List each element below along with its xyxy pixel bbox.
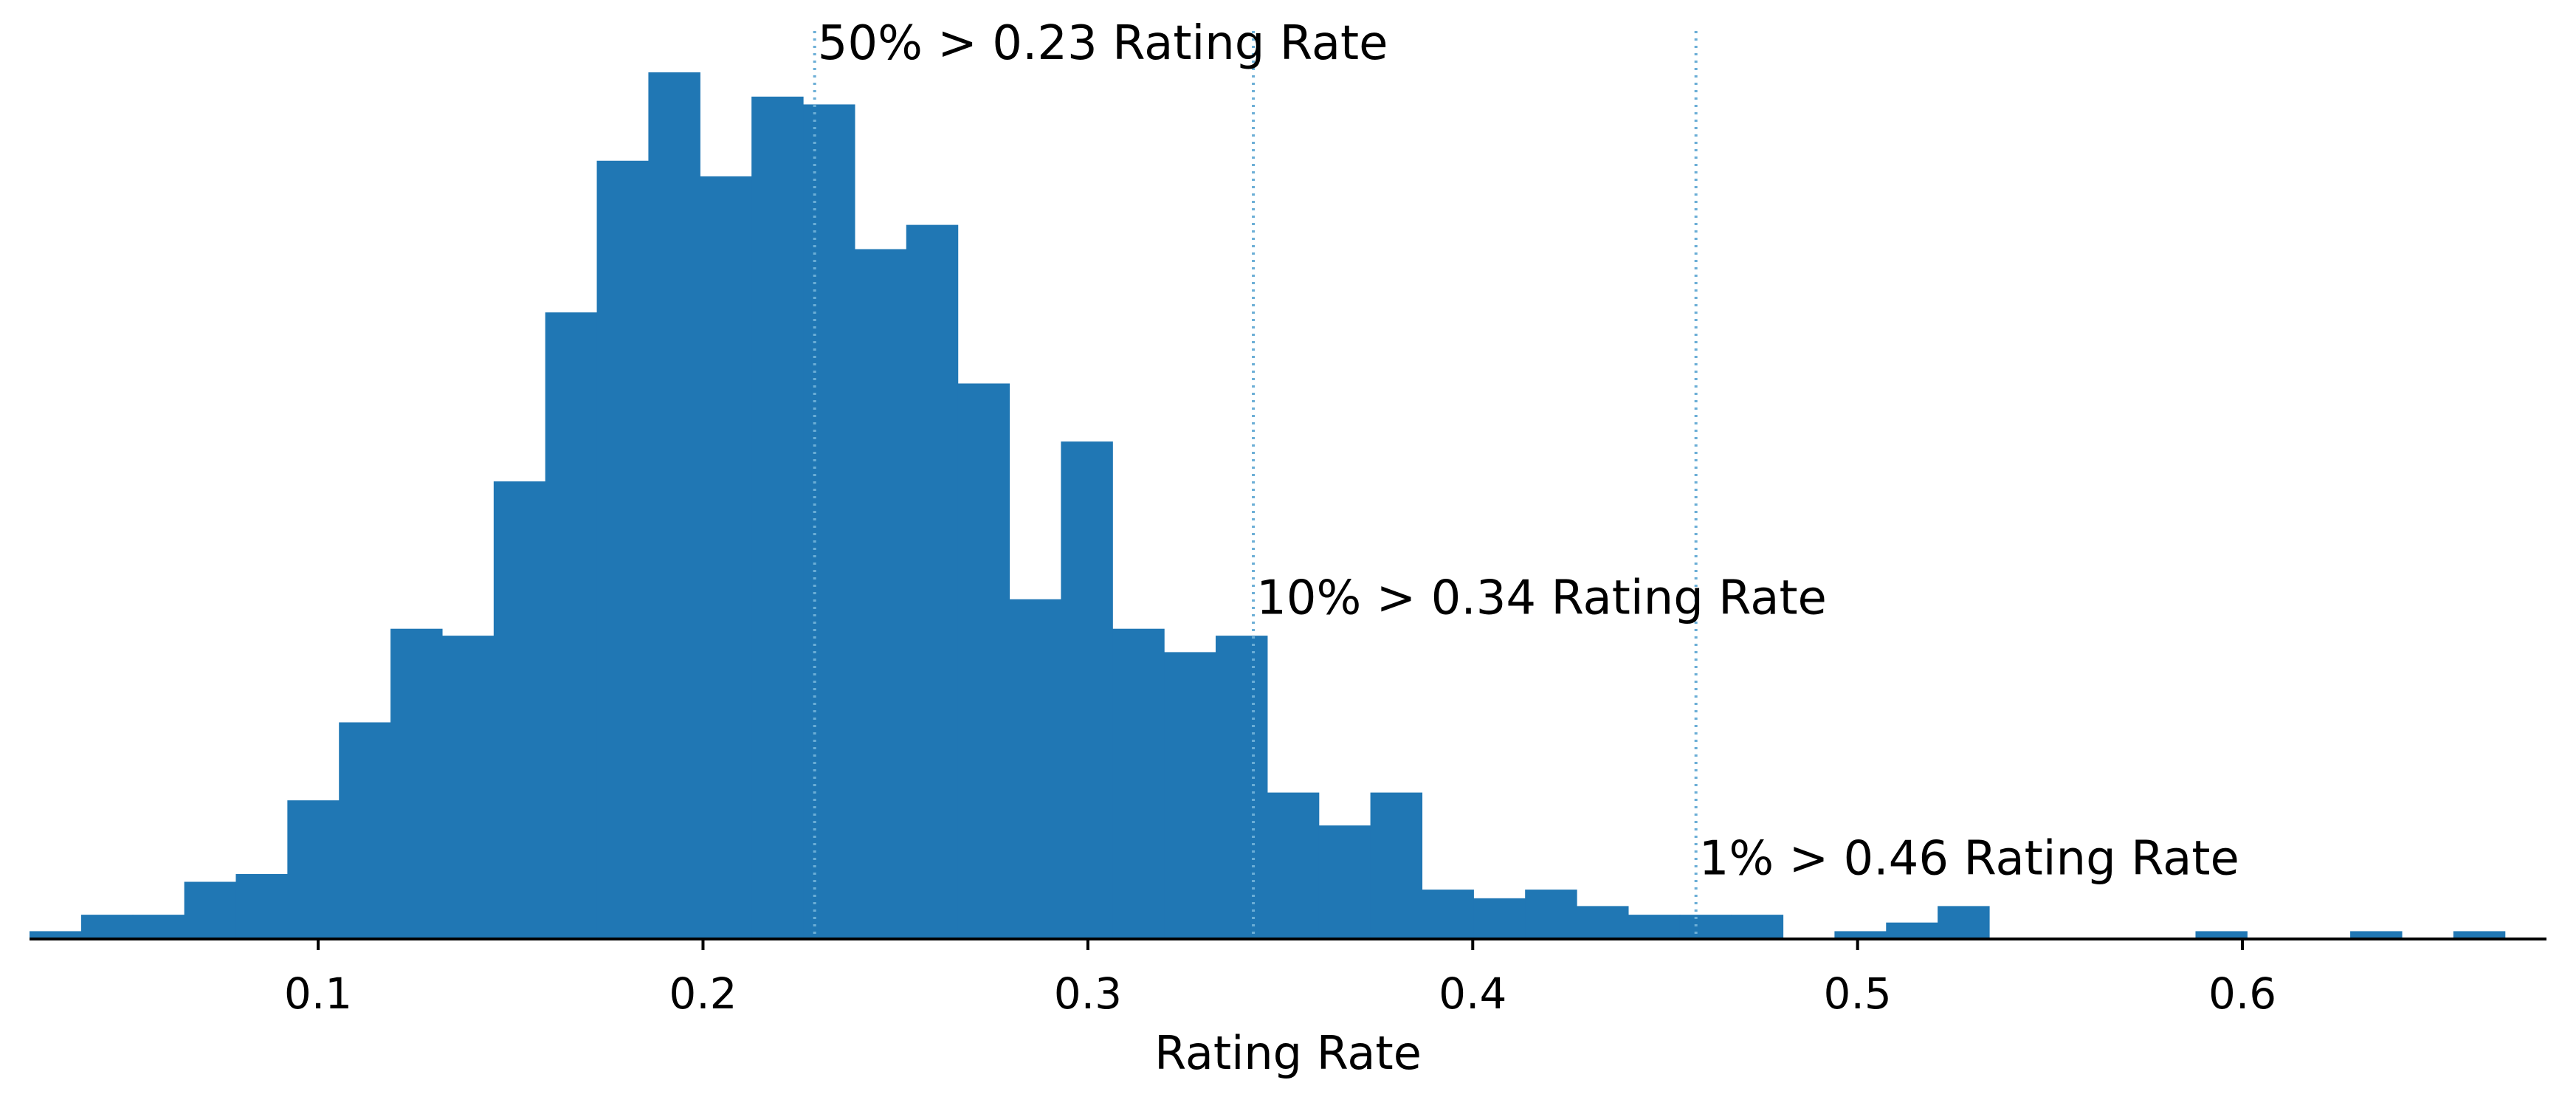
histogram-bar xyxy=(1370,792,1423,939)
reference-annotation: 1% > 0.46 Rating Rate xyxy=(1699,832,2239,887)
reference-annotation: 10% > 0.34 Rating Rate xyxy=(1256,571,1827,625)
histogram-bar xyxy=(1525,890,1577,939)
histogram-bar xyxy=(1422,890,1474,939)
histogram-bar xyxy=(1267,792,1320,939)
histogram-bar xyxy=(1938,906,1990,939)
reference-annotation: 50% > 0.23 Rating Rate xyxy=(818,16,1388,71)
histogram-bar xyxy=(2453,931,2506,939)
histogram-bar xyxy=(1318,825,1371,939)
reference-annotations: 50% > 0.23 Rating Rate 10% > 0.34 Rating … xyxy=(818,16,2239,887)
histogram-bar xyxy=(596,160,650,939)
histogram-bar xyxy=(1886,922,1938,939)
histogram-bar xyxy=(1061,441,1113,939)
histogram-bar xyxy=(1679,915,1732,939)
histogram-bar xyxy=(854,249,907,940)
histogram-bar xyxy=(80,915,134,939)
histogram-bar xyxy=(390,628,443,939)
histogram-bars xyxy=(30,72,2506,940)
histogram-bar xyxy=(803,104,855,940)
histogram-bar xyxy=(1164,652,1216,939)
x-tick-label: 0.5 xyxy=(1824,969,1892,1019)
histogram-bar xyxy=(1577,906,1629,939)
histogram-bar xyxy=(648,72,700,939)
histogram-bar xyxy=(1009,599,1061,939)
histogram-bar xyxy=(1112,628,1165,939)
histogram-bar xyxy=(132,915,185,939)
histogram-bar xyxy=(2195,931,2248,939)
histogram-bar xyxy=(441,636,495,939)
histogram-bar xyxy=(1834,931,1887,939)
x-tick-label: 0.3 xyxy=(1054,969,1122,1019)
histogram-bar xyxy=(235,873,288,939)
histogram-bar xyxy=(493,481,546,939)
histogram-bar xyxy=(184,881,237,939)
histogram-bar xyxy=(339,722,391,939)
histogram-bar xyxy=(1215,636,1268,939)
x-tick-label: 0.1 xyxy=(284,969,352,1019)
x-tick-label: 0.6 xyxy=(2208,969,2276,1019)
x-axis-label: Rating Rate xyxy=(1154,1026,1422,1080)
histogram-bar xyxy=(287,800,340,939)
histogram-bar xyxy=(545,312,598,939)
x-axis-ticks: 0.1 0.2 0.3 0.4 0.5 0.6 xyxy=(284,939,2276,1019)
histogram-bar xyxy=(700,176,752,939)
histogram-bar xyxy=(751,96,804,940)
x-tick-label: 0.2 xyxy=(669,969,737,1019)
histogram-bar xyxy=(906,224,959,939)
x-tick-label: 0.4 xyxy=(1439,969,1506,1019)
histogram-bar xyxy=(1628,915,1681,939)
histogram-bar xyxy=(1473,898,1526,939)
histogram-bar xyxy=(2350,931,2403,939)
histogram-bar xyxy=(30,931,82,939)
histogram-bar xyxy=(957,383,1010,939)
histogram-bar xyxy=(1731,915,1784,939)
